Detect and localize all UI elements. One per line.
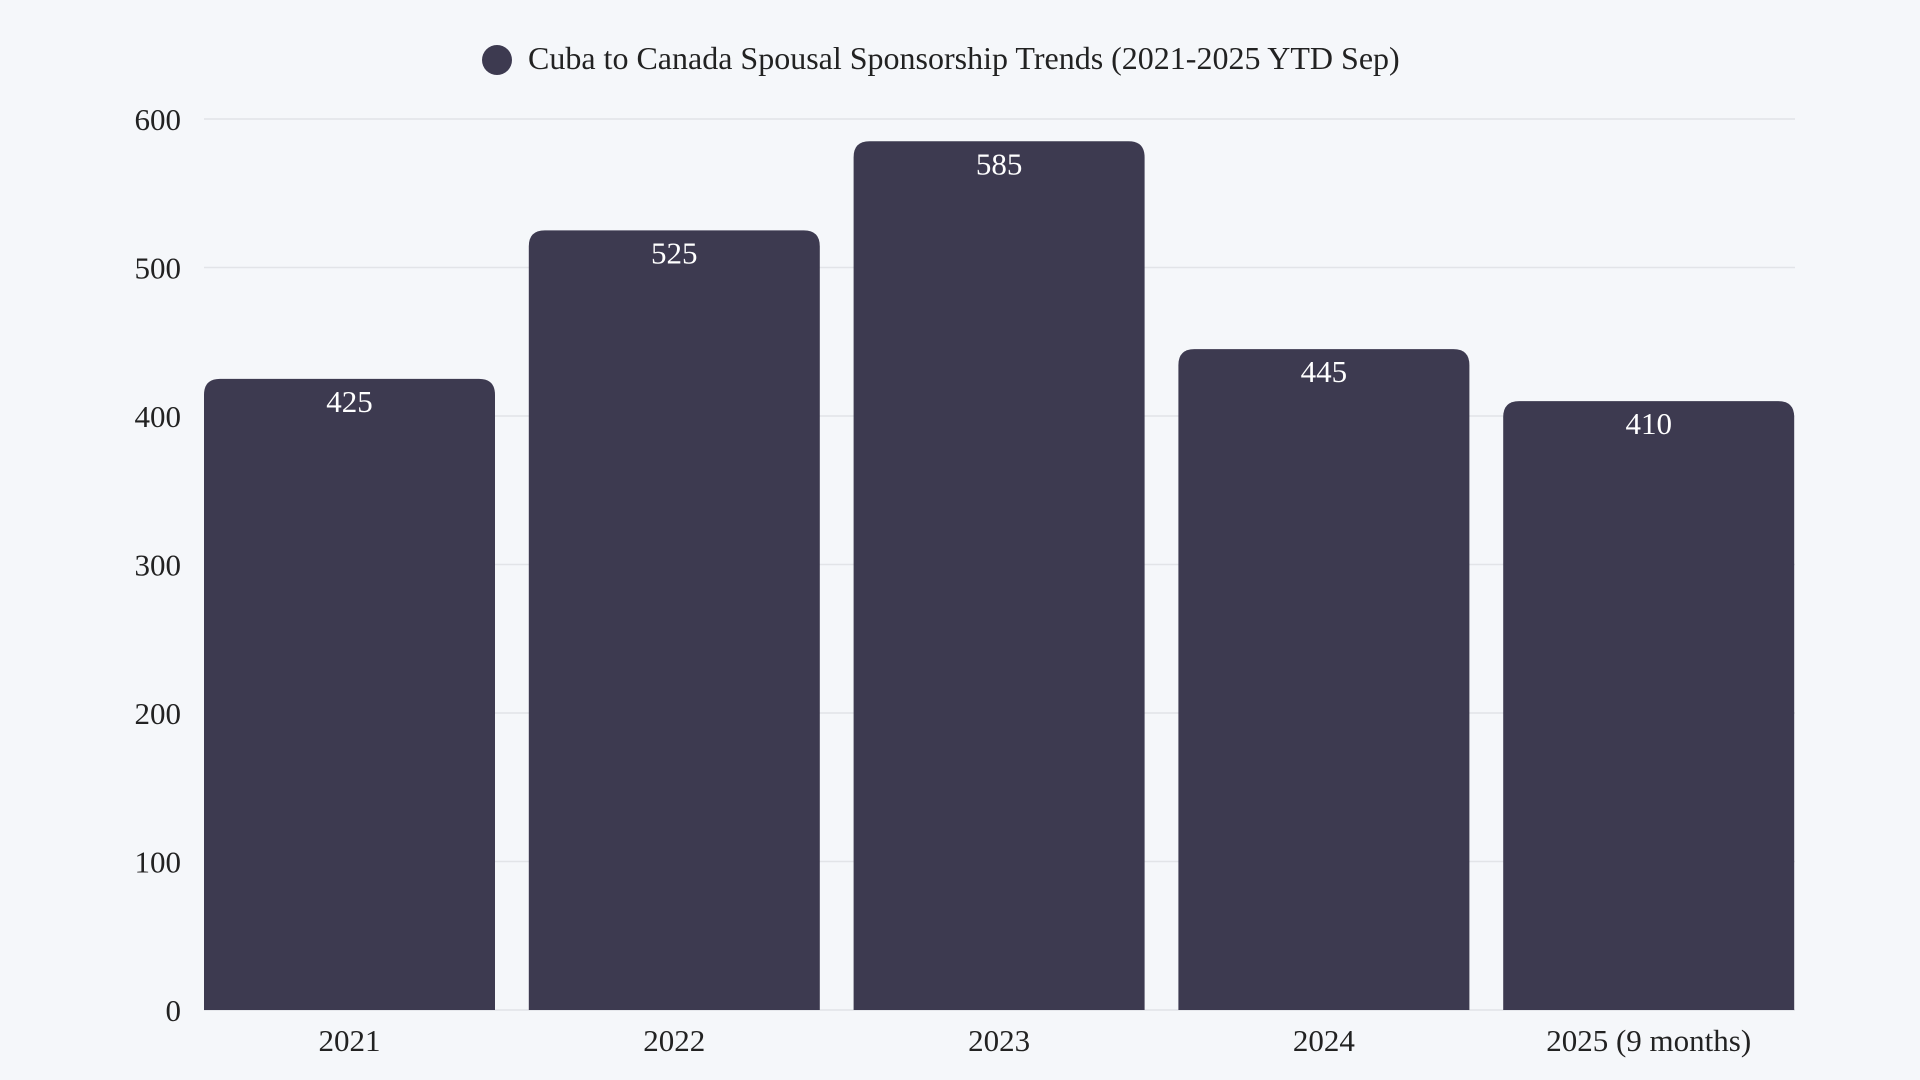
x-tick-label: 2022 bbox=[643, 1023, 705, 1058]
y-tick-label: 0 bbox=[166, 993, 182, 1028]
data-label: 410 bbox=[1625, 406, 1672, 441]
bar bbox=[1503, 401, 1795, 1010]
x-tick-label: 2025 (9 months) bbox=[1546, 1023, 1751, 1058]
y-tick-label: 400 bbox=[135, 399, 182, 434]
legend-label: Cuba to Canada Spousal Sponsorship Trend… bbox=[528, 40, 1400, 76]
y-tick-label: 300 bbox=[135, 548, 182, 583]
bar bbox=[853, 141, 1145, 1010]
data-label: 425 bbox=[326, 384, 373, 419]
bar bbox=[528, 230, 820, 1010]
data-label: 525 bbox=[651, 235, 698, 270]
y-tick-label: 600 bbox=[135, 102, 182, 137]
bars: 425 525 585 445 410 bbox=[204, 141, 1795, 1010]
bar bbox=[1178, 349, 1470, 1010]
bar bbox=[204, 378, 495, 1010]
x-tick-label: 2023 bbox=[968, 1023, 1030, 1058]
legend-marker bbox=[482, 45, 512, 75]
x-tick-label: 2024 bbox=[1293, 1023, 1356, 1058]
y-tick-label: 100 bbox=[135, 845, 182, 880]
data-label: 445 bbox=[1301, 354, 1348, 389]
data-label: 585 bbox=[976, 146, 1023, 181]
x-tick-label: 2021 bbox=[319, 1023, 381, 1058]
y-tick-label: 500 bbox=[135, 251, 182, 286]
y-tick-label: 200 bbox=[135, 696, 182, 731]
x-axis: 2021 2022 2023 2024 2025 (9 months) bbox=[319, 1023, 1752, 1058]
legend: Cuba to Canada Spousal Sponsorship Trend… bbox=[482, 40, 1400, 76]
y-axis: 0 100 200 300 400 500 600 bbox=[135, 102, 182, 1028]
